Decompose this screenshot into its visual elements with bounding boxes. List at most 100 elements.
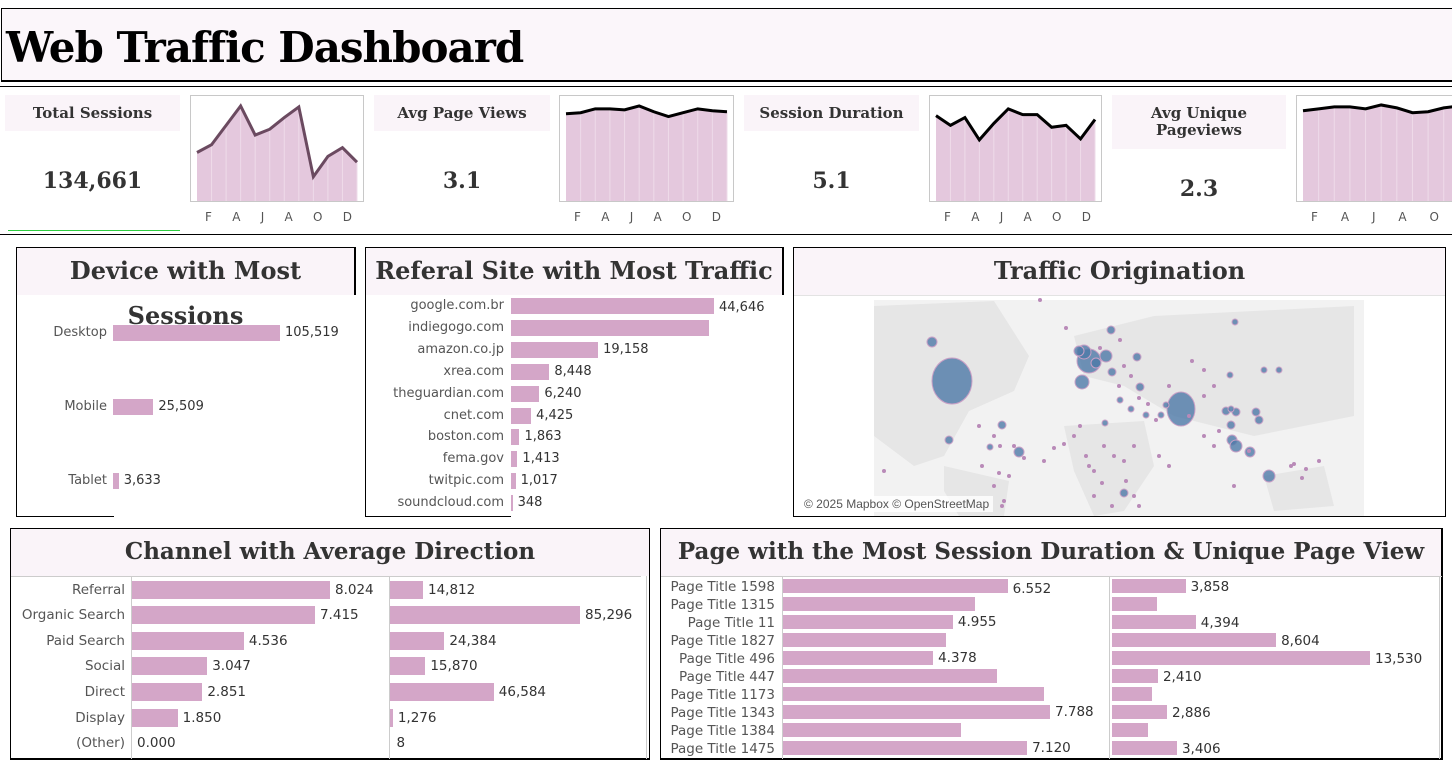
- traffic-point[interactable]: [1202, 394, 1206, 398]
- traffic-point[interactable]: [1084, 454, 1088, 458]
- traffic-bubble[interactable]: [1119, 488, 1129, 498]
- traffic-point[interactable]: [1087, 464, 1091, 468]
- sessions-bar[interactable]: [390, 581, 423, 599]
- traffic-point[interactable]: [1247, 449, 1251, 453]
- referral-bar[interactable]: [511, 429, 520, 446]
- traffic-point[interactable]: [1042, 459, 1046, 463]
- traffic-bubble[interactable]: [1073, 345, 1085, 357]
- traffic-bubble[interactable]: [926, 336, 938, 348]
- duration-bar[interactable]: [132, 581, 330, 599]
- sparkline-chart[interactable]: [190, 95, 364, 202]
- sessions-bar[interactable]: [390, 657, 426, 675]
- traffic-point[interactable]: [1117, 384, 1121, 388]
- traffic-point[interactable]: [977, 424, 981, 428]
- unique-bar[interactable]: [1112, 741, 1177, 755]
- traffic-bubble[interactable]: [1074, 374, 1090, 390]
- traffic-bubble[interactable]: [1226, 371, 1234, 379]
- traffic-point[interactable]: [1167, 464, 1171, 468]
- traffic-point[interactable]: [1187, 414, 1191, 418]
- traffic-point[interactable]: [1157, 454, 1161, 458]
- device-bar[interactable]: [113, 399, 154, 415]
- traffic-point[interactable]: [1202, 368, 1206, 372]
- referral-bar[interactable]: [511, 407, 532, 424]
- traffic-bubble[interactable]: [1231, 318, 1239, 326]
- traffic-point[interactable]: [997, 471, 1001, 475]
- traffic-point[interactable]: [1098, 346, 1102, 350]
- traffic-point[interactable]: [1212, 444, 1216, 448]
- sessions-bar[interactable]: [390, 683, 494, 701]
- map-canvas[interactable]: [794, 296, 1445, 516]
- traffic-point[interactable]: [1102, 444, 1106, 448]
- traffic-bubble[interactable]: [1227, 405, 1235, 413]
- traffic-point[interactable]: [1146, 402, 1150, 406]
- sessions-bar[interactable]: [390, 606, 580, 624]
- traffic-bubble[interactable]: [1099, 349, 1113, 363]
- duration-bar[interactable]: [783, 687, 1044, 701]
- referral-bar[interactable]: [511, 341, 599, 358]
- traffic-point[interactable]: [1000, 504, 1004, 508]
- traffic-point[interactable]: [1092, 494, 1096, 498]
- traffic-point[interactable]: [1317, 459, 1321, 463]
- referral-bar[interactable]: [511, 385, 540, 402]
- sparkline-chart[interactable]: [929, 95, 1102, 202]
- map-attribution[interactable]: © 2025 Mapbox © OpenStreetMap: [800, 496, 994, 512]
- traffic-point[interactable]: [1122, 364, 1126, 368]
- traffic-bubble[interactable]: [1166, 391, 1196, 427]
- duration-bar[interactable]: [783, 669, 998, 683]
- traffic-point[interactable]: [1062, 442, 1066, 446]
- traffic-point[interactable]: [1012, 444, 1016, 448]
- unique-bar[interactable]: [1112, 597, 1157, 611]
- duration-bar[interactable]: [783, 705, 1050, 719]
- traffic-point[interactable]: [1232, 484, 1236, 488]
- traffic-point[interactable]: [980, 464, 984, 468]
- unique-bar[interactable]: [1112, 669, 1158, 683]
- device-bar[interactable]: [113, 473, 119, 489]
- duration-bar[interactable]: [132, 683, 203, 701]
- traffic-point[interactable]: [1300, 476, 1304, 480]
- duration-bar[interactable]: [783, 633, 946, 647]
- traffic-bubble[interactable]: [1229, 439, 1243, 453]
- traffic-point[interactable]: [1129, 374, 1133, 378]
- duration-bar[interactable]: [132, 657, 208, 675]
- traffic-point[interactable]: [1289, 464, 1293, 468]
- traffic-point[interactable]: [1217, 429, 1221, 433]
- duration-bar[interactable]: [783, 741, 1028, 755]
- duration-bar[interactable]: [132, 709, 178, 727]
- traffic-bubble[interactable]: [1226, 420, 1236, 430]
- traffic-point[interactable]: [992, 484, 996, 488]
- traffic-bubble[interactable]: [997, 420, 1007, 430]
- traffic-bubble[interactable]: [1260, 366, 1268, 374]
- duration-bar[interactable]: [783, 651, 934, 665]
- traffic-point[interactable]: [1038, 298, 1042, 302]
- traffic-bubble[interactable]: [1275, 366, 1283, 374]
- traffic-bubble[interactable]: [1090, 357, 1102, 369]
- duration-bar[interactable]: [783, 723, 962, 737]
- traffic-bubble[interactable]: [1142, 411, 1150, 419]
- unique-bar[interactable]: [1112, 705, 1168, 719]
- traffic-point[interactable]: [1052, 446, 1056, 450]
- traffic-bubble[interactable]: [1107, 367, 1117, 377]
- duration-bar[interactable]: [783, 579, 1008, 593]
- referral-bar[interactable]: [511, 298, 714, 314]
- duration-bar[interactable]: [132, 632, 244, 650]
- sparkline-chart[interactable]: [1296, 95, 1452, 202]
- traffic-point[interactable]: [1132, 444, 1136, 448]
- traffic-point[interactable]: [1132, 494, 1136, 498]
- traffic-bubble[interactable]: [931, 357, 973, 405]
- referral-bar[interactable]: [511, 495, 513, 512]
- traffic-point[interactable]: [1064, 326, 1068, 330]
- traffic-bubble[interactable]: [1106, 325, 1116, 335]
- traffic-point[interactable]: [882, 469, 886, 473]
- traffic-point[interactable]: [1137, 504, 1141, 508]
- traffic-point[interactable]: [1110, 504, 1114, 508]
- traffic-point[interactable]: [1122, 459, 1126, 463]
- traffic-bubble[interactable]: [1254, 415, 1264, 425]
- traffic-point[interactable]: [1190, 359, 1194, 363]
- traffic-point[interactable]: [1304, 467, 1308, 471]
- referral-bar[interactable]: [511, 319, 710, 336]
- traffic-bubble[interactable]: [986, 443, 994, 451]
- sessions-bar[interactable]: [390, 632, 445, 650]
- duration-bar[interactable]: [783, 615, 953, 629]
- traffic-point[interactable]: [1092, 469, 1096, 473]
- referral-bar[interactable]: [511, 473, 516, 490]
